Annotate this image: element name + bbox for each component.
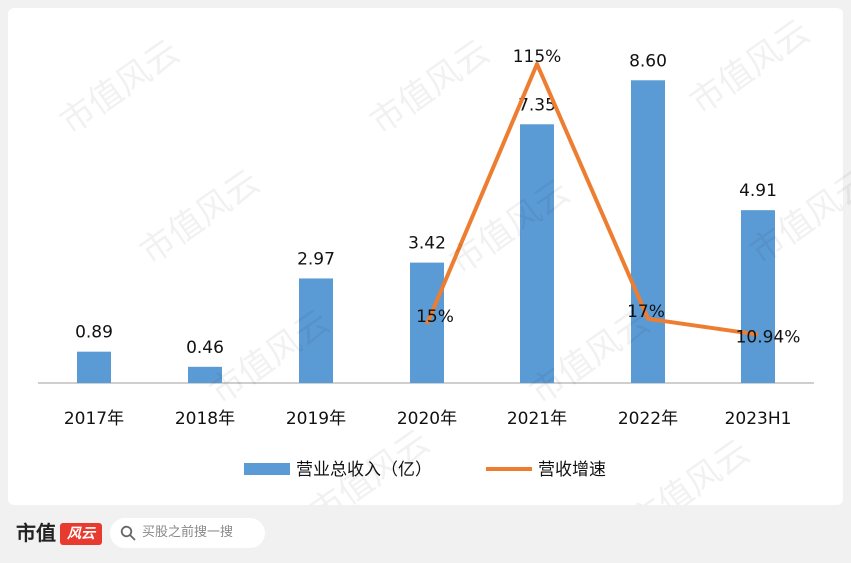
x-tick-label: 2018年 xyxy=(175,409,235,429)
bar xyxy=(188,366,222,383)
x-tick-label: 2023H1 xyxy=(725,409,792,429)
search-icon xyxy=(120,525,136,541)
x-tick-label: 2019年 xyxy=(286,409,346,429)
line-value-label: 15% xyxy=(416,307,454,327)
chart-card: 0.89 0.46 2.97 3.42 7.35 8.60 4.91 2017年 2018年 20… xyxy=(8,8,843,505)
search-placeholder: 买股之前搜一搜 xyxy=(142,525,234,540)
bar xyxy=(299,278,333,383)
bar-value-label: 4.91 xyxy=(739,181,777,201)
bar-value-label: 8.60 xyxy=(629,51,667,71)
legend-line-label: 营收增速 xyxy=(538,460,606,480)
x-tick-label: 2021年 xyxy=(507,409,567,429)
bar-value-label: 2.97 xyxy=(297,249,335,269)
x-tick-label: 2022年 xyxy=(618,409,678,429)
line-value-label: 17% xyxy=(627,302,665,322)
bar xyxy=(741,210,775,383)
bar-value-label: 7.35 xyxy=(518,95,556,115)
bar-value-label: 0.89 xyxy=(75,323,113,343)
brand-logo-text: 市值 xyxy=(16,521,56,545)
bar xyxy=(520,124,554,383)
search-box[interactable]: 买股之前搜一搜 xyxy=(110,518,265,548)
line-value-label: 10.94% xyxy=(736,328,801,348)
bar-value-label: 0.46 xyxy=(186,338,224,358)
bar-value-label: 3.42 xyxy=(408,234,446,254)
brand-logo-mark: 风云 xyxy=(60,523,102,545)
footer-bar: 市值 风云 买股之前搜一搜 xyxy=(0,505,851,563)
x-tick-label: 2020年 xyxy=(397,409,457,429)
growth-line xyxy=(425,62,759,337)
bar xyxy=(631,80,665,383)
legend-bar-label: 营业总收入（亿） xyxy=(296,460,432,480)
line-value-label: 115% xyxy=(513,47,562,67)
revenue-chart: 0.89 0.46 2.97 3.42 7.35 8.60 4.91 2017年 2018年 20… xyxy=(38,47,814,480)
bar xyxy=(77,351,111,383)
x-tick-label: 2017年 xyxy=(64,409,124,429)
legend-bar-swatch xyxy=(244,463,290,475)
